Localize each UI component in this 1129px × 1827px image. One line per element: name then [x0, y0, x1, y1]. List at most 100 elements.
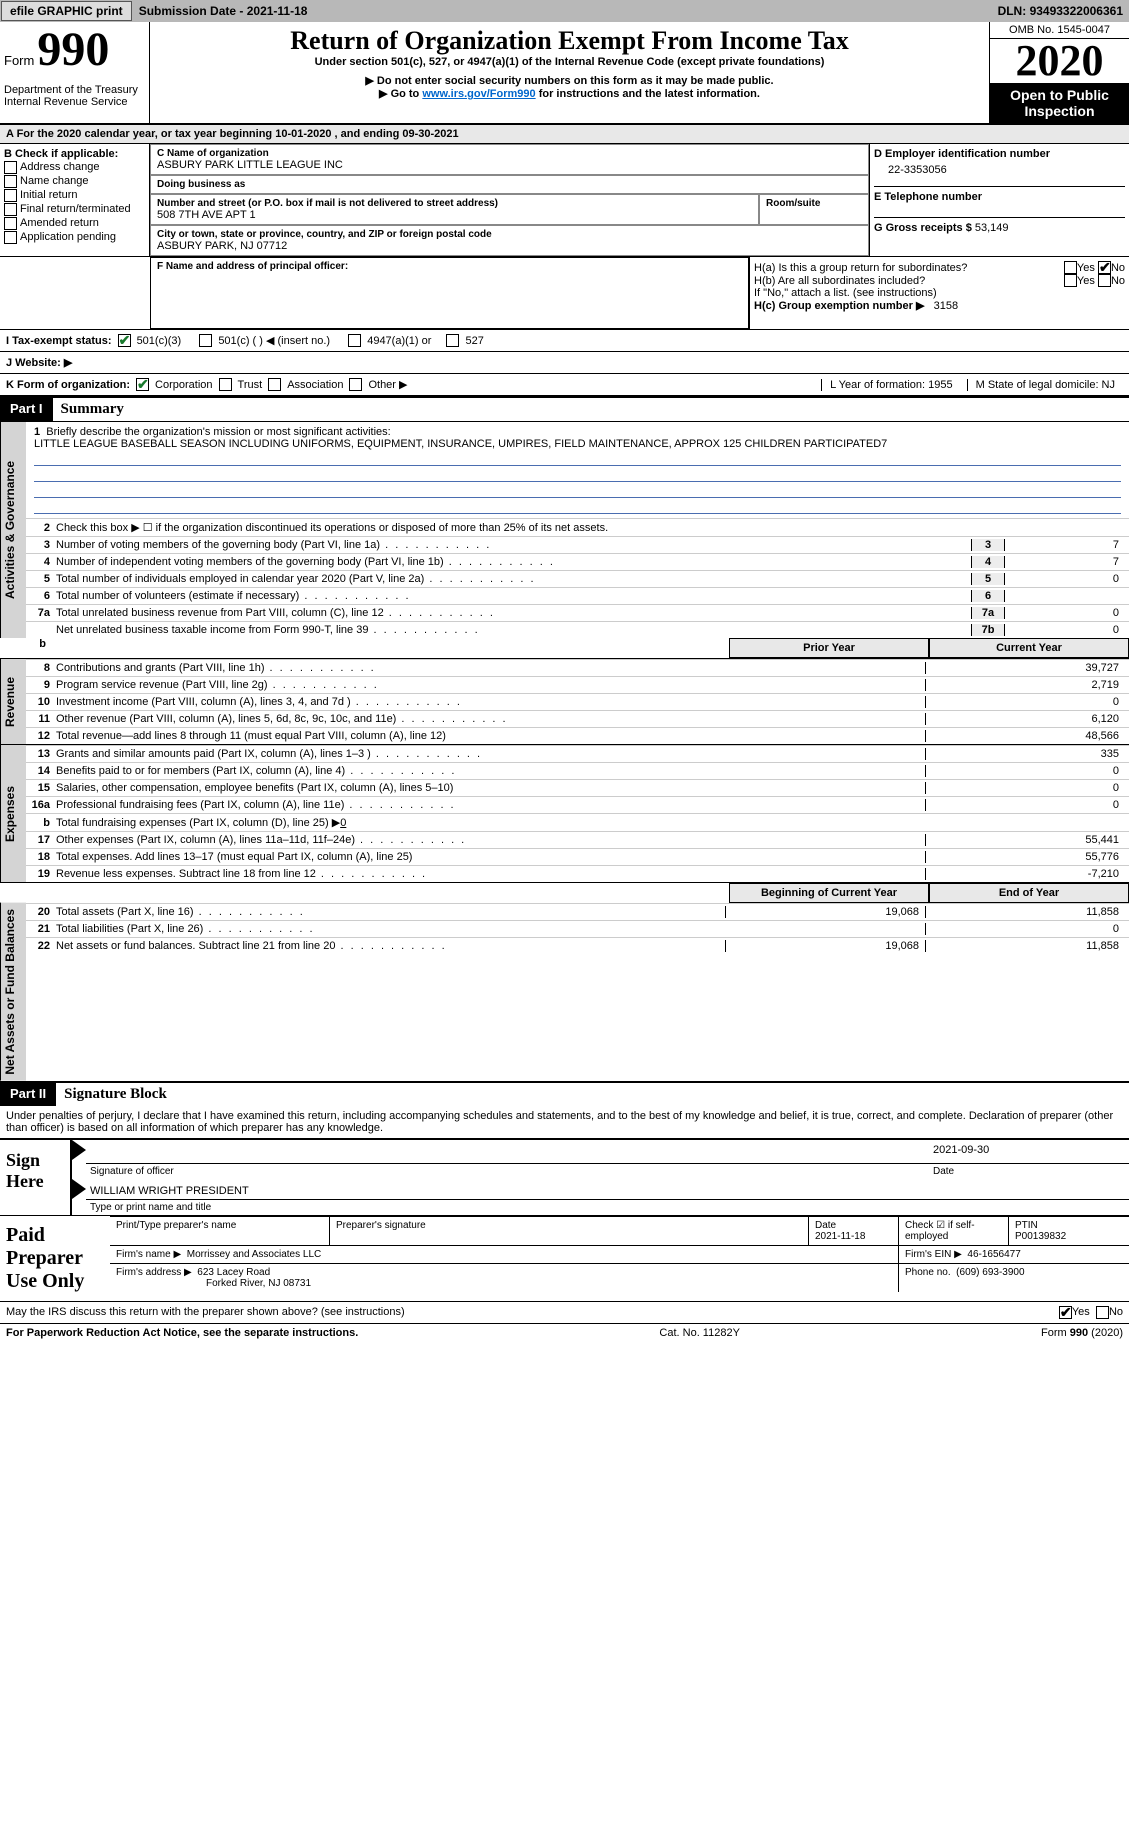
- row-j-label: J Website: ▶: [6, 356, 72, 369]
- check-application-pending[interactable]: [4, 231, 17, 244]
- check-address-change[interactable]: [4, 161, 17, 174]
- line-16b: Total fundraising expenses (Part IX, col…: [56, 816, 725, 829]
- line-20-begin: 19,068: [725, 906, 925, 918]
- net-assets-section: Net Assets or Fund Balances 20Total asse…: [0, 903, 1129, 1081]
- line-14: Benefits paid to or for members (Part IX…: [56, 765, 725, 777]
- line-19: Revenue less expenses. Subtract line 18 …: [56, 868, 725, 880]
- check-corporation[interactable]: [136, 378, 149, 391]
- form-id-column: Form 990 Department of the Treasury Inte…: [0, 22, 150, 123]
- dba-label: Doing business as: [157, 179, 862, 190]
- top-toolbar: efile GRAPHIC print Submission Date - 20…: [0, 0, 1129, 22]
- line-13: Grants and similar amounts paid (Part IX…: [56, 748, 725, 760]
- check-501c[interactable]: [199, 334, 212, 347]
- org-name-label: C Name of organization: [157, 148, 862, 159]
- expenses-section: Expenses 13Grants and similar amounts pa…: [0, 744, 1129, 882]
- row-k-label: K Form of organization:: [6, 379, 130, 391]
- note-goto: ▶ Go to www.irs.gov/Form990 for instruct…: [158, 87, 981, 100]
- form-number: 990: [37, 23, 109, 76]
- form-word: Form: [4, 53, 34, 68]
- gross-receipts-value: 53,149: [975, 222, 1009, 234]
- hb-no-check[interactable]: [1098, 274, 1111, 287]
- ptin-value: P00139832: [1015, 1231, 1123, 1242]
- sig-date-label: Date: [929, 1164, 1129, 1179]
- line-12-current: 48,566: [925, 730, 1125, 742]
- line-17: Other expenses (Part IX, column (A), lin…: [56, 834, 725, 846]
- tax-year: 2020: [990, 39, 1129, 83]
- firm-addr-label: Firm's address ▶: [116, 1267, 192, 1278]
- check-amended-return[interactable]: [4, 217, 17, 230]
- ein-value: 22-3353056: [874, 160, 1125, 186]
- hc-label: H(c) Group exemption number ▶: [754, 300, 924, 312]
- ha-yes-check[interactable]: [1064, 261, 1077, 274]
- preparer-sig-header: Preparer's signature: [336, 1220, 802, 1231]
- line-15-current: 0: [925, 782, 1125, 794]
- line-18: Total expenses. Add lines 13–17 (must eq…: [56, 851, 725, 863]
- begin-year-header: Beginning of Current Year: [729, 883, 929, 903]
- submission-date-label: Submission Date - 2021-11-18: [133, 0, 314, 22]
- ptin-header: PTIN: [1015, 1220, 1123, 1231]
- block-b-heading: B Check if applicable:: [4, 148, 145, 160]
- year-column: OMB No. 1545-0047 2020 Open to Public In…: [989, 22, 1129, 123]
- line-9: Program service revenue (Part VIII, line…: [56, 679, 725, 691]
- line-20-end: 11,858: [925, 906, 1125, 918]
- line-2: Check this box ▶ ☐ if the organization d…: [56, 521, 1125, 534]
- gross-receipts-label: G Gross receipts $: [874, 222, 975, 234]
- vlabel-net-assets: Net Assets or Fund Balances: [0, 903, 26, 1081]
- note-ssn: ▶ Do not enter social security numbers o…: [158, 74, 981, 87]
- irs-link[interactable]: www.irs.gov/Form990: [422, 88, 535, 100]
- state-domicile: M State of legal domicile: NJ: [967, 379, 1123, 391]
- check-other[interactable]: [349, 378, 362, 391]
- line-4: Number of independent voting members of …: [56, 556, 971, 568]
- ha-no-check[interactable]: [1098, 261, 1111, 274]
- line-8: Contributions and grants (Part VIII, lin…: [56, 662, 725, 674]
- line-16a-current: 0: [925, 799, 1125, 811]
- row-i-label: I Tax-exempt status:: [6, 335, 112, 347]
- row-k-org-form: K Form of organization: Corporation Trus…: [0, 373, 1129, 396]
- block-h: H(a) Is this a group return for subordin…: [749, 257, 1129, 329]
- line-7b: Net unrelated business taxable income fr…: [56, 624, 971, 636]
- line-3: Number of voting members of the governin…: [56, 539, 971, 551]
- vlabel-revenue: Revenue: [0, 659, 26, 744]
- discuss-question: May the IRS discuss this return with the…: [6, 1306, 1059, 1318]
- subtitle: Under section 501(c), 527, or 4947(a)(1)…: [158, 56, 981, 68]
- check-527[interactable]: [446, 334, 459, 347]
- line-11: Other revenue (Part VIII, column (A), li…: [56, 713, 725, 725]
- ha-label: H(a) Is this a group return for subordin…: [754, 262, 1064, 274]
- footer-left: For Paperwork Reduction Act Notice, see …: [6, 1327, 358, 1339]
- part2-tag: Part II: [0, 1083, 56, 1106]
- check-final-return[interactable]: [4, 203, 17, 216]
- prior-current-header: x b Prior Year Current Year: [0, 638, 1129, 658]
- form-header: Form 990 Department of the Treasury Inte…: [0, 22, 1129, 124]
- block-f: F Name and address of principal officer:: [150, 257, 749, 329]
- firm-phone-label: Phone no.: [905, 1267, 951, 1278]
- sign-here-block: Sign Here 2021-09-30 Signature of office…: [0, 1138, 1129, 1215]
- paid-preparer-label: Paid Preparer Use Only: [0, 1216, 110, 1301]
- revenue-section: Revenue 8Contributions and grants (Part …: [0, 658, 1129, 744]
- hb-yes-check[interactable]: [1064, 274, 1077, 287]
- discuss-no-check[interactable]: [1096, 1306, 1109, 1319]
- check-name-change[interactable]: [4, 175, 17, 188]
- efile-print-button[interactable]: efile GRAPHIC print: [1, 1, 132, 21]
- line-11-current: 6,120: [925, 713, 1125, 725]
- check-4947[interactable]: [348, 334, 361, 347]
- check-association[interactable]: [268, 378, 281, 391]
- name-title-label: Type or print name and title: [86, 1200, 1129, 1215]
- ein-label: D Employer identification number: [874, 148, 1125, 160]
- check-initial-return[interactable]: [4, 189, 17, 202]
- part1-tag: Part I: [0, 398, 53, 421]
- line-4-value: 7: [1005, 556, 1125, 568]
- signature-arrow-icon: [72, 1140, 86, 1179]
- mission-text: LITTLE LEAGUE BASEBALL SEASON INCLUDING …: [34, 438, 1121, 450]
- row-j-website: J Website: ▶: [0, 351, 1129, 373]
- part2-title: Signature Block: [56, 1083, 175, 1106]
- part1-header: Part I Summary: [0, 396, 1129, 421]
- street-label: Number and street (or P.O. box if mail i…: [157, 198, 752, 209]
- preparer-date: 2021-11-18: [815, 1231, 892, 1242]
- discuss-yes-check[interactable]: [1059, 1306, 1072, 1319]
- check-trust[interactable]: [219, 378, 232, 391]
- discuss-row: May the IRS discuss this return with the…: [0, 1301, 1129, 1323]
- preparer-name-header: Print/Type preparer's name: [116, 1220, 323, 1231]
- line-3-value: 7: [1005, 539, 1125, 551]
- check-501c3[interactable]: [118, 334, 131, 347]
- prior-year-header: Prior Year: [729, 638, 929, 658]
